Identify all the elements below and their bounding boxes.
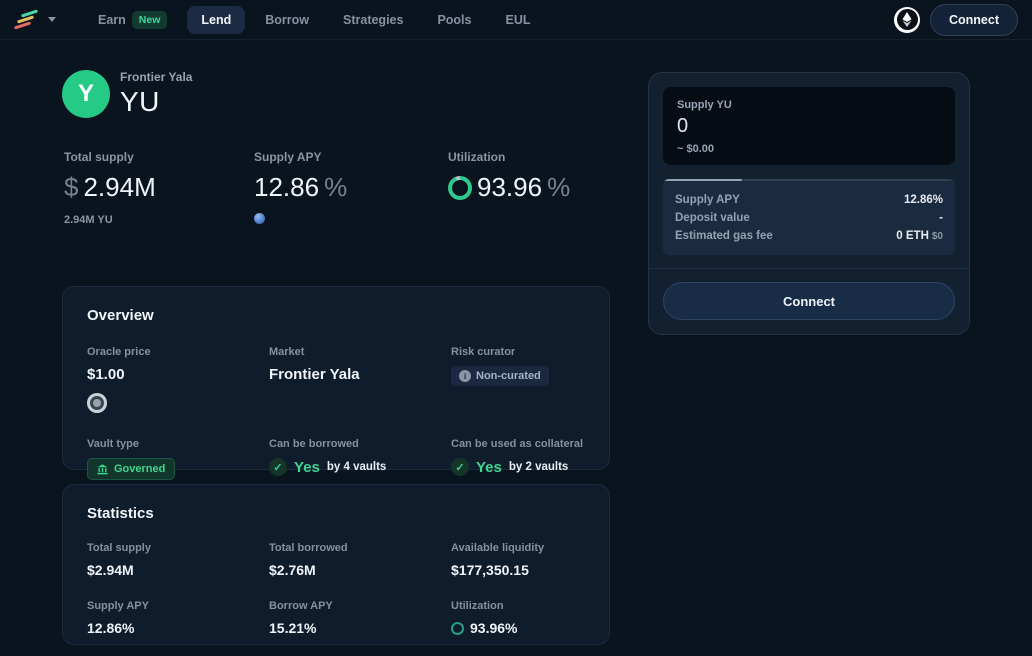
stat-label: Utilization bbox=[451, 600, 504, 612]
check-icon: ✓ bbox=[451, 458, 469, 476]
utilization-label: Utilization bbox=[448, 150, 506, 164]
nav-item-borrow[interactable]: Borrow bbox=[251, 6, 323, 34]
nav-item-label: EUL bbox=[505, 12, 531, 27]
stat-value: $177,350.15 bbox=[451, 562, 529, 578]
nav-item-label: Lend bbox=[201, 12, 232, 27]
network-ethereum-icon[interactable] bbox=[894, 6, 920, 33]
reward-token-icon bbox=[254, 213, 265, 224]
info-icon: i bbox=[459, 370, 471, 382]
supply-details: Supply APY 12.86% Deposit value - Estima… bbox=[663, 179, 955, 255]
overview-card: Overview Oracle price $1.00 Market Front… bbox=[62, 286, 610, 480]
total-supply-token-amount: 2.94M YU bbox=[64, 214, 113, 226]
stat-value-utilization: 93.96% bbox=[451, 620, 585, 636]
collateral-yes: Yes bbox=[476, 458, 502, 476]
non-curated-badge[interactable]: i Non-curated bbox=[451, 366, 549, 386]
nav-item-label: Strategies bbox=[343, 12, 404, 27]
chevron-down-icon[interactable] bbox=[48, 17, 56, 22]
nav-item-lend[interactable]: Lend bbox=[187, 5, 246, 34]
nav-item-label: Earn bbox=[98, 12, 126, 27]
supply-input-label: Supply YU bbox=[677, 99, 732, 111]
detail-value: - bbox=[939, 212, 943, 224]
stat-label: Total borrowed bbox=[269, 542, 348, 554]
nav-item-pools[interactable]: Pools bbox=[423, 6, 485, 34]
stat-label: Supply APY bbox=[87, 600, 149, 612]
nav-item-strategies[interactable]: Strategies bbox=[329, 6, 417, 34]
utilization-ring bbox=[448, 175, 472, 200]
stat-label: Available liquidity bbox=[451, 542, 545, 554]
detail-label: Estimated gas fee bbox=[675, 230, 773, 242]
stat-value: 12.86% bbox=[87, 620, 135, 636]
oracle-provider-icon[interactable] bbox=[87, 393, 107, 413]
utilization-value: 93.96 bbox=[477, 172, 543, 202]
collateral-detail: by 2 vaults bbox=[508, 461, 569, 473]
connect-wallet-button[interactable]: Connect bbox=[930, 3, 1018, 36]
collateral-label: Can be used as collateral bbox=[451, 438, 584, 450]
oracle-price-value: $1.00 bbox=[87, 366, 125, 383]
risk-curator-label: Risk curator bbox=[451, 346, 516, 358]
bank-icon bbox=[97, 463, 108, 474]
supply-amount-input[interactable] bbox=[677, 115, 941, 138]
gas-fee-usd: $0 bbox=[931, 231, 943, 242]
stat-label: Total supply bbox=[87, 542, 151, 554]
market-label: Market bbox=[269, 346, 305, 358]
token-logo-icon: Y bbox=[62, 70, 110, 118]
market-value: Frontier Yala bbox=[269, 366, 360, 383]
top-navbar: Earn New Lend Borrow Strategies Pools EU… bbox=[0, 0, 1032, 40]
oracle-price-label: Oracle price bbox=[87, 346, 151, 358]
overview-title: Overview bbox=[87, 307, 154, 324]
governed-badge-label: Governed bbox=[114, 463, 166, 475]
stat-value: $2.76M bbox=[269, 562, 316, 578]
market-name: Frontier Yala bbox=[120, 70, 193, 84]
detail-value: 12.86% bbox=[903, 194, 943, 206]
usd-estimate: ~ $0.00 bbox=[677, 143, 715, 155]
statistics-card: Statistics Total supply $2.94M Total bor… bbox=[62, 484, 610, 645]
supply-apy-label: Supply APY bbox=[254, 150, 322, 164]
token-header: Y Frontier Yala YU bbox=[62, 70, 192, 118]
stat-value: 15.21% bbox=[269, 620, 317, 636]
nav-item-eul[interactable]: EUL bbox=[492, 6, 545, 34]
supply-input-box[interactable]: Supply YU ~ $0.00 bbox=[663, 87, 955, 165]
currency-symbol: $ bbox=[64, 172, 79, 202]
detail-label: Deposit value bbox=[675, 212, 750, 224]
detail-row-gas-fee: Estimated gas fee 0 ETH $0 bbox=[675, 227, 943, 245]
check-icon: ✓ bbox=[269, 458, 287, 476]
nav-item-label: Pools bbox=[437, 12, 472, 27]
can-be-borrowed-label: Can be borrowed bbox=[269, 438, 359, 450]
supply-apy-value: 12.86 bbox=[254, 172, 320, 202]
details-progress-track bbox=[663, 179, 955, 181]
token-symbol: YU bbox=[120, 86, 160, 117]
nav-item-label: Borrow bbox=[265, 12, 309, 27]
panel-divider bbox=[649, 268, 969, 269]
stat-value: $2.94M bbox=[87, 562, 134, 578]
percent-symbol: % bbox=[547, 172, 571, 202]
ethereum-diamond-icon bbox=[902, 12, 912, 27]
app-logo[interactable] bbox=[13, 8, 56, 31]
statistics-title: Statistics bbox=[87, 505, 154, 522]
detail-label: Supply APY bbox=[675, 194, 740, 206]
borrowed-detail: by 4 vaults bbox=[326, 461, 387, 473]
governed-badge[interactable]: Governed bbox=[87, 458, 176, 480]
euler-logo-icon bbox=[13, 8, 40, 31]
detail-row-supply-apy: Supply APY 12.86% bbox=[675, 191, 943, 209]
detail-row-deposit-value: Deposit value - bbox=[675, 209, 943, 227]
supply-panel: Supply YU ~ $0.00 Supply APY 12.86% Depo… bbox=[648, 72, 970, 335]
new-badge: New bbox=[131, 10, 168, 29]
total-supply-value: 2.94M bbox=[83, 172, 156, 202]
stat-label: Borrow APY bbox=[269, 600, 333, 612]
non-curated-badge-label: Non-curated bbox=[476, 370, 541, 382]
nav-item-earn[interactable]: Earn New bbox=[84, 4, 181, 36]
borrowed-yes: Yes bbox=[294, 458, 320, 476]
hero-stats: Total supply $ 2.94M 2.94M YU Supply APY… bbox=[64, 150, 570, 229]
panel-connect-button[interactable]: Connect bbox=[663, 282, 955, 320]
detail-value: 0 ETH $0 bbox=[896, 230, 943, 242]
nav-items: Earn New Lend Borrow Strategies Pools EU… bbox=[84, 4, 545, 36]
utilization-mini-ring-icon bbox=[451, 622, 464, 635]
total-supply-label: Total supply bbox=[64, 150, 134, 164]
percent-symbol: % bbox=[324, 172, 348, 202]
vault-type-label: Vault type bbox=[87, 438, 139, 450]
nav-right: Connect bbox=[894, 3, 1018, 36]
